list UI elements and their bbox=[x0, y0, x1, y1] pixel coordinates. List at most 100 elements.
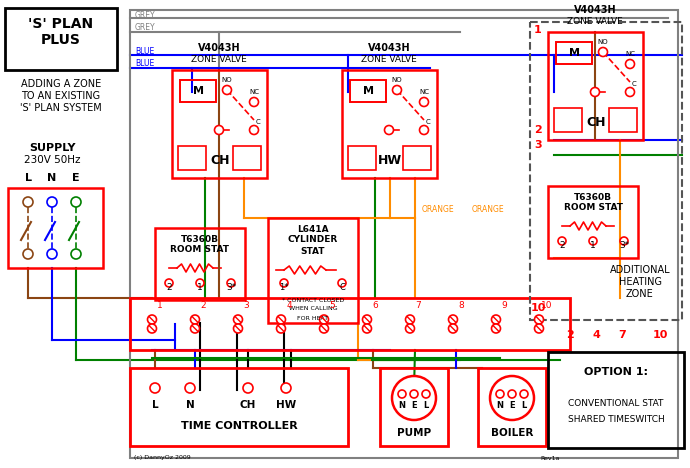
Text: ROOM STAT: ROOM STAT bbox=[170, 246, 230, 255]
Circle shape bbox=[250, 125, 259, 134]
Text: NC: NC bbox=[419, 89, 429, 95]
Text: C: C bbox=[426, 119, 431, 125]
Circle shape bbox=[185, 383, 195, 393]
Bar bbox=[342, 70, 437, 178]
Text: BOILER: BOILER bbox=[491, 428, 533, 438]
Text: 3: 3 bbox=[243, 301, 249, 310]
Text: V4043H: V4043H bbox=[368, 43, 411, 53]
Bar bbox=[348, 146, 376, 170]
Text: (c) DannyOz 2009: (c) DannyOz 2009 bbox=[134, 455, 190, 461]
Text: 6: 6 bbox=[372, 301, 378, 310]
Text: 1: 1 bbox=[534, 25, 542, 35]
Bar bbox=[5, 8, 117, 70]
Bar bbox=[530, 22, 682, 320]
Circle shape bbox=[277, 324, 286, 333]
Text: T6360B: T6360B bbox=[181, 234, 219, 243]
Text: N: N bbox=[497, 402, 504, 410]
Circle shape bbox=[496, 390, 504, 398]
Text: OPTION 1:: OPTION 1: bbox=[584, 367, 648, 377]
Circle shape bbox=[47, 197, 57, 207]
Bar bbox=[556, 42, 592, 64]
Bar bbox=[130, 368, 348, 446]
Circle shape bbox=[410, 390, 418, 398]
Text: 2: 2 bbox=[200, 301, 206, 310]
Bar bbox=[380, 368, 448, 446]
Circle shape bbox=[620, 237, 628, 245]
Text: 10: 10 bbox=[531, 303, 546, 313]
Text: 1*: 1* bbox=[279, 284, 288, 292]
Text: L641A: L641A bbox=[297, 225, 329, 234]
Text: M: M bbox=[193, 86, 204, 96]
Bar bbox=[548, 186, 638, 258]
Text: PUMP: PUMP bbox=[397, 428, 431, 438]
Text: 3*: 3* bbox=[619, 241, 629, 250]
Circle shape bbox=[190, 315, 199, 324]
Text: M: M bbox=[362, 86, 373, 96]
Text: L: L bbox=[25, 173, 32, 183]
Circle shape bbox=[190, 324, 199, 333]
Circle shape bbox=[47, 249, 57, 259]
Text: CYLINDER: CYLINDER bbox=[288, 235, 338, 244]
Circle shape bbox=[362, 315, 371, 324]
Circle shape bbox=[227, 279, 235, 287]
Text: BLUE: BLUE bbox=[135, 47, 155, 57]
Text: 1: 1 bbox=[157, 301, 163, 310]
Text: 2: 2 bbox=[559, 241, 565, 250]
Text: STAT: STAT bbox=[301, 247, 325, 256]
Circle shape bbox=[243, 383, 253, 393]
Circle shape bbox=[558, 237, 566, 245]
Circle shape bbox=[448, 324, 457, 333]
Bar bbox=[180, 80, 216, 102]
Bar bbox=[155, 228, 245, 300]
Circle shape bbox=[71, 249, 81, 259]
Bar bbox=[548, 352, 684, 448]
Circle shape bbox=[23, 197, 33, 207]
Circle shape bbox=[280, 279, 288, 287]
Circle shape bbox=[589, 237, 597, 245]
Text: 4: 4 bbox=[592, 330, 600, 340]
Circle shape bbox=[420, 125, 428, 134]
Text: 10: 10 bbox=[541, 301, 553, 310]
Text: HW: HW bbox=[276, 400, 296, 410]
Circle shape bbox=[338, 279, 346, 287]
Circle shape bbox=[233, 315, 242, 324]
Bar bbox=[233, 146, 261, 170]
Text: Rev1a: Rev1a bbox=[540, 455, 560, 461]
Text: L: L bbox=[424, 402, 428, 410]
Text: NO: NO bbox=[598, 39, 609, 45]
Text: 2: 2 bbox=[566, 330, 574, 340]
Text: ZONE VALVE: ZONE VALVE bbox=[567, 16, 623, 25]
Circle shape bbox=[626, 59, 635, 68]
Circle shape bbox=[233, 324, 242, 333]
Circle shape bbox=[398, 390, 406, 398]
Text: ZONE VALVE: ZONE VALVE bbox=[191, 54, 247, 64]
Text: GREY: GREY bbox=[135, 23, 156, 32]
Text: 1: 1 bbox=[590, 241, 596, 250]
Circle shape bbox=[319, 315, 328, 324]
Text: N: N bbox=[399, 402, 406, 410]
Circle shape bbox=[148, 324, 157, 333]
Text: ORANGE: ORANGE bbox=[422, 205, 455, 214]
Circle shape bbox=[406, 315, 415, 324]
Circle shape bbox=[165, 279, 173, 287]
Bar bbox=[403, 146, 431, 170]
Bar bbox=[130, 10, 678, 458]
Circle shape bbox=[491, 324, 500, 333]
Text: T6360B: T6360B bbox=[574, 192, 612, 202]
Text: 9: 9 bbox=[501, 301, 507, 310]
Circle shape bbox=[362, 324, 371, 333]
Text: V4043H: V4043H bbox=[573, 5, 616, 15]
Text: ZONE: ZONE bbox=[626, 289, 654, 299]
Text: * CONTACT CLOSED: * CONTACT CLOSED bbox=[282, 298, 344, 302]
Text: L: L bbox=[522, 402, 526, 410]
Text: ADDING A ZONE: ADDING A ZONE bbox=[21, 79, 101, 89]
Text: 7: 7 bbox=[618, 330, 626, 340]
Circle shape bbox=[520, 390, 528, 398]
Text: FOR HEAT: FOR HEAT bbox=[297, 315, 328, 321]
Text: E: E bbox=[411, 402, 417, 410]
Bar bbox=[548, 32, 643, 140]
Circle shape bbox=[406, 324, 415, 333]
Text: ADDITIONAL: ADDITIONAL bbox=[610, 265, 670, 275]
Text: NO: NO bbox=[392, 77, 402, 83]
Circle shape bbox=[598, 47, 607, 57]
